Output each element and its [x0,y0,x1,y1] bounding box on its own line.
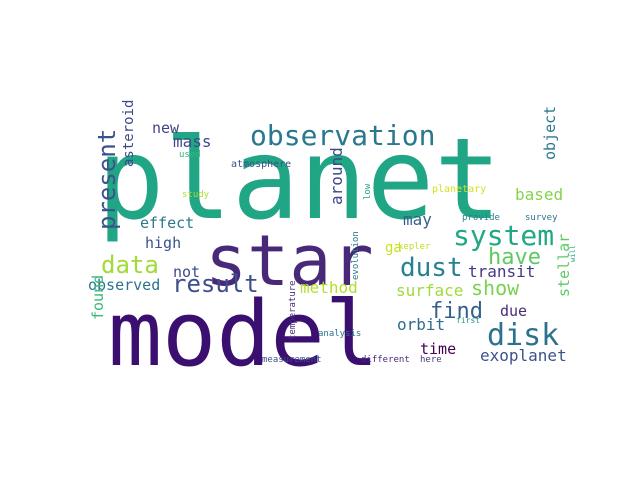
word-orbit: orbit [397,315,445,334]
word-find: find [430,299,483,324]
word-first: first [456,316,480,325]
word-different: different [361,355,410,365]
word-used: used [179,150,201,160]
word-not: not [173,263,200,281]
word-transit: transit [468,262,535,281]
word-may: may [403,210,432,229]
word-observation: observation [250,119,435,152]
word-have: have [488,245,541,270]
word-due: due [500,302,527,320]
word-data: data [101,251,159,279]
word-exoplanet: exoplanet [480,346,567,365]
word-high: high [145,234,181,252]
word-study: study [182,190,210,200]
word-here: here [420,355,442,365]
word-kepler: kepler [398,242,431,252]
word-observed: observed [88,276,160,294]
word-planetary: planetary [432,184,486,195]
word-stellar: stellar [555,234,573,297]
word-survey: survey [525,213,558,223]
word-ga: ga [385,240,402,256]
word-mass: mass [173,132,212,151]
word-object: object [541,106,559,160]
word-dust: dust [400,253,463,283]
word-will: will [569,245,577,262]
word-model: model [108,282,379,387]
word-method: method [300,278,358,297]
word-around: around [327,147,346,205]
word-surface: surface [396,281,463,300]
word-result: result [172,270,259,298]
word-atmosphere: atmosphere [231,159,291,170]
word-analysis: analysis [318,329,361,339]
word-star: star [205,220,374,302]
word-planet: planet [97,115,502,245]
word-show: show [471,276,520,300]
word-present: present [93,129,121,230]
word-time: time [420,340,456,358]
word-based: based [515,185,563,204]
word-effect: effect [140,214,194,232]
word-system: system [453,219,554,252]
word-provide: provide [462,213,500,223]
word-measurement: measurement [262,355,322,365]
word-low: low [363,183,373,200]
word-asteroid: asteroid [121,100,137,167]
word-evolution: evolution [351,231,361,280]
word-new: new [152,119,180,137]
word-temperature: temperature [288,280,298,340]
word-found: found [89,275,107,320]
word-disk: disk [487,318,559,353]
